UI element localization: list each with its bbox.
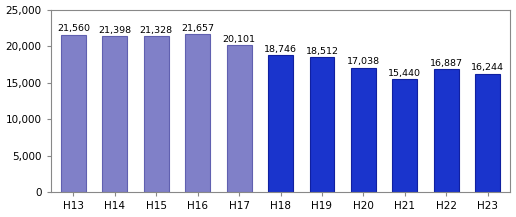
Bar [351,68,376,192]
Text: 16,244: 16,244 [471,63,504,72]
Bar [392,79,417,192]
Text: 21,560: 21,560 [57,24,90,33]
Bar [268,55,293,192]
Bar [144,36,169,192]
Text: 21,328: 21,328 [140,26,173,35]
Text: 17,038: 17,038 [347,58,380,66]
Bar [310,57,334,192]
Bar [103,36,127,192]
Text: 18,746: 18,746 [264,45,297,54]
Bar [434,69,459,192]
Text: 21,657: 21,657 [181,24,214,33]
Text: 16,887: 16,887 [430,59,463,67]
Bar [227,45,252,192]
Text: 20,101: 20,101 [223,35,255,44]
Text: 21,398: 21,398 [99,26,132,35]
Text: 18,512: 18,512 [305,47,338,56]
Bar [61,35,86,192]
Bar [475,74,500,192]
Bar [185,34,210,192]
Text: 15,440: 15,440 [389,69,422,78]
